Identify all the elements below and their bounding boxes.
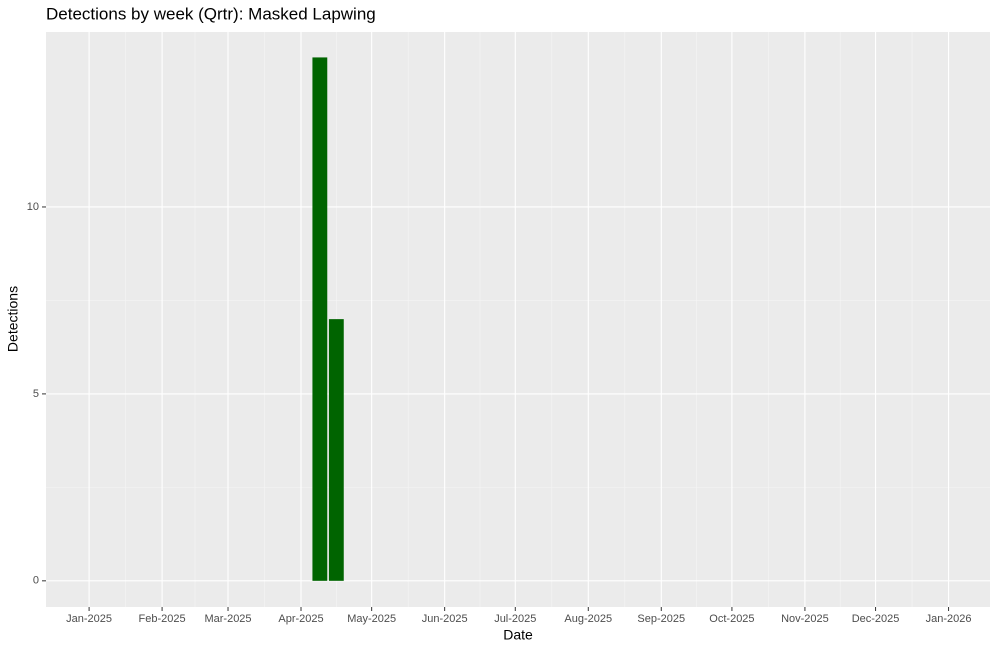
x-tick-label: May-2025 — [347, 613, 396, 625]
x-tick-label: Feb-2025 — [139, 613, 186, 625]
y-tick-label: 5 — [33, 388, 39, 400]
x-tick-label: Jun-2025 — [422, 613, 468, 625]
x-tick-label: Apr-2025 — [278, 613, 323, 625]
x-tick-label: Mar-2025 — [204, 613, 251, 625]
x-tick-label: Aug-2025 — [564, 613, 612, 625]
y-tick-label: 10 — [27, 201, 39, 213]
bar — [328, 319, 344, 581]
grid — [46, 32, 990, 607]
x-tick-label: Jan-2026 — [926, 613, 972, 625]
x-axis-label: Date — [503, 627, 533, 643]
bar — [312, 57, 328, 581]
chart-title: Detections by week (Qrtr): Masked Lapwin… — [46, 4, 376, 23]
x-tick-label: Jan-2025 — [66, 613, 112, 625]
x-tick-label: Dec-2025 — [852, 613, 900, 625]
x-tick-label: Sep-2025 — [637, 613, 685, 625]
marks — [312, 57, 344, 581]
x-tick-label: Oct-2025 — [709, 613, 754, 625]
x-tick-label: Nov-2025 — [781, 613, 829, 625]
y-axis-label: Detections — [5, 286, 21, 352]
y-tick-label: 0 — [33, 575, 39, 587]
panel — [46, 32, 990, 607]
x-tick-label: Jul-2025 — [494, 613, 536, 625]
